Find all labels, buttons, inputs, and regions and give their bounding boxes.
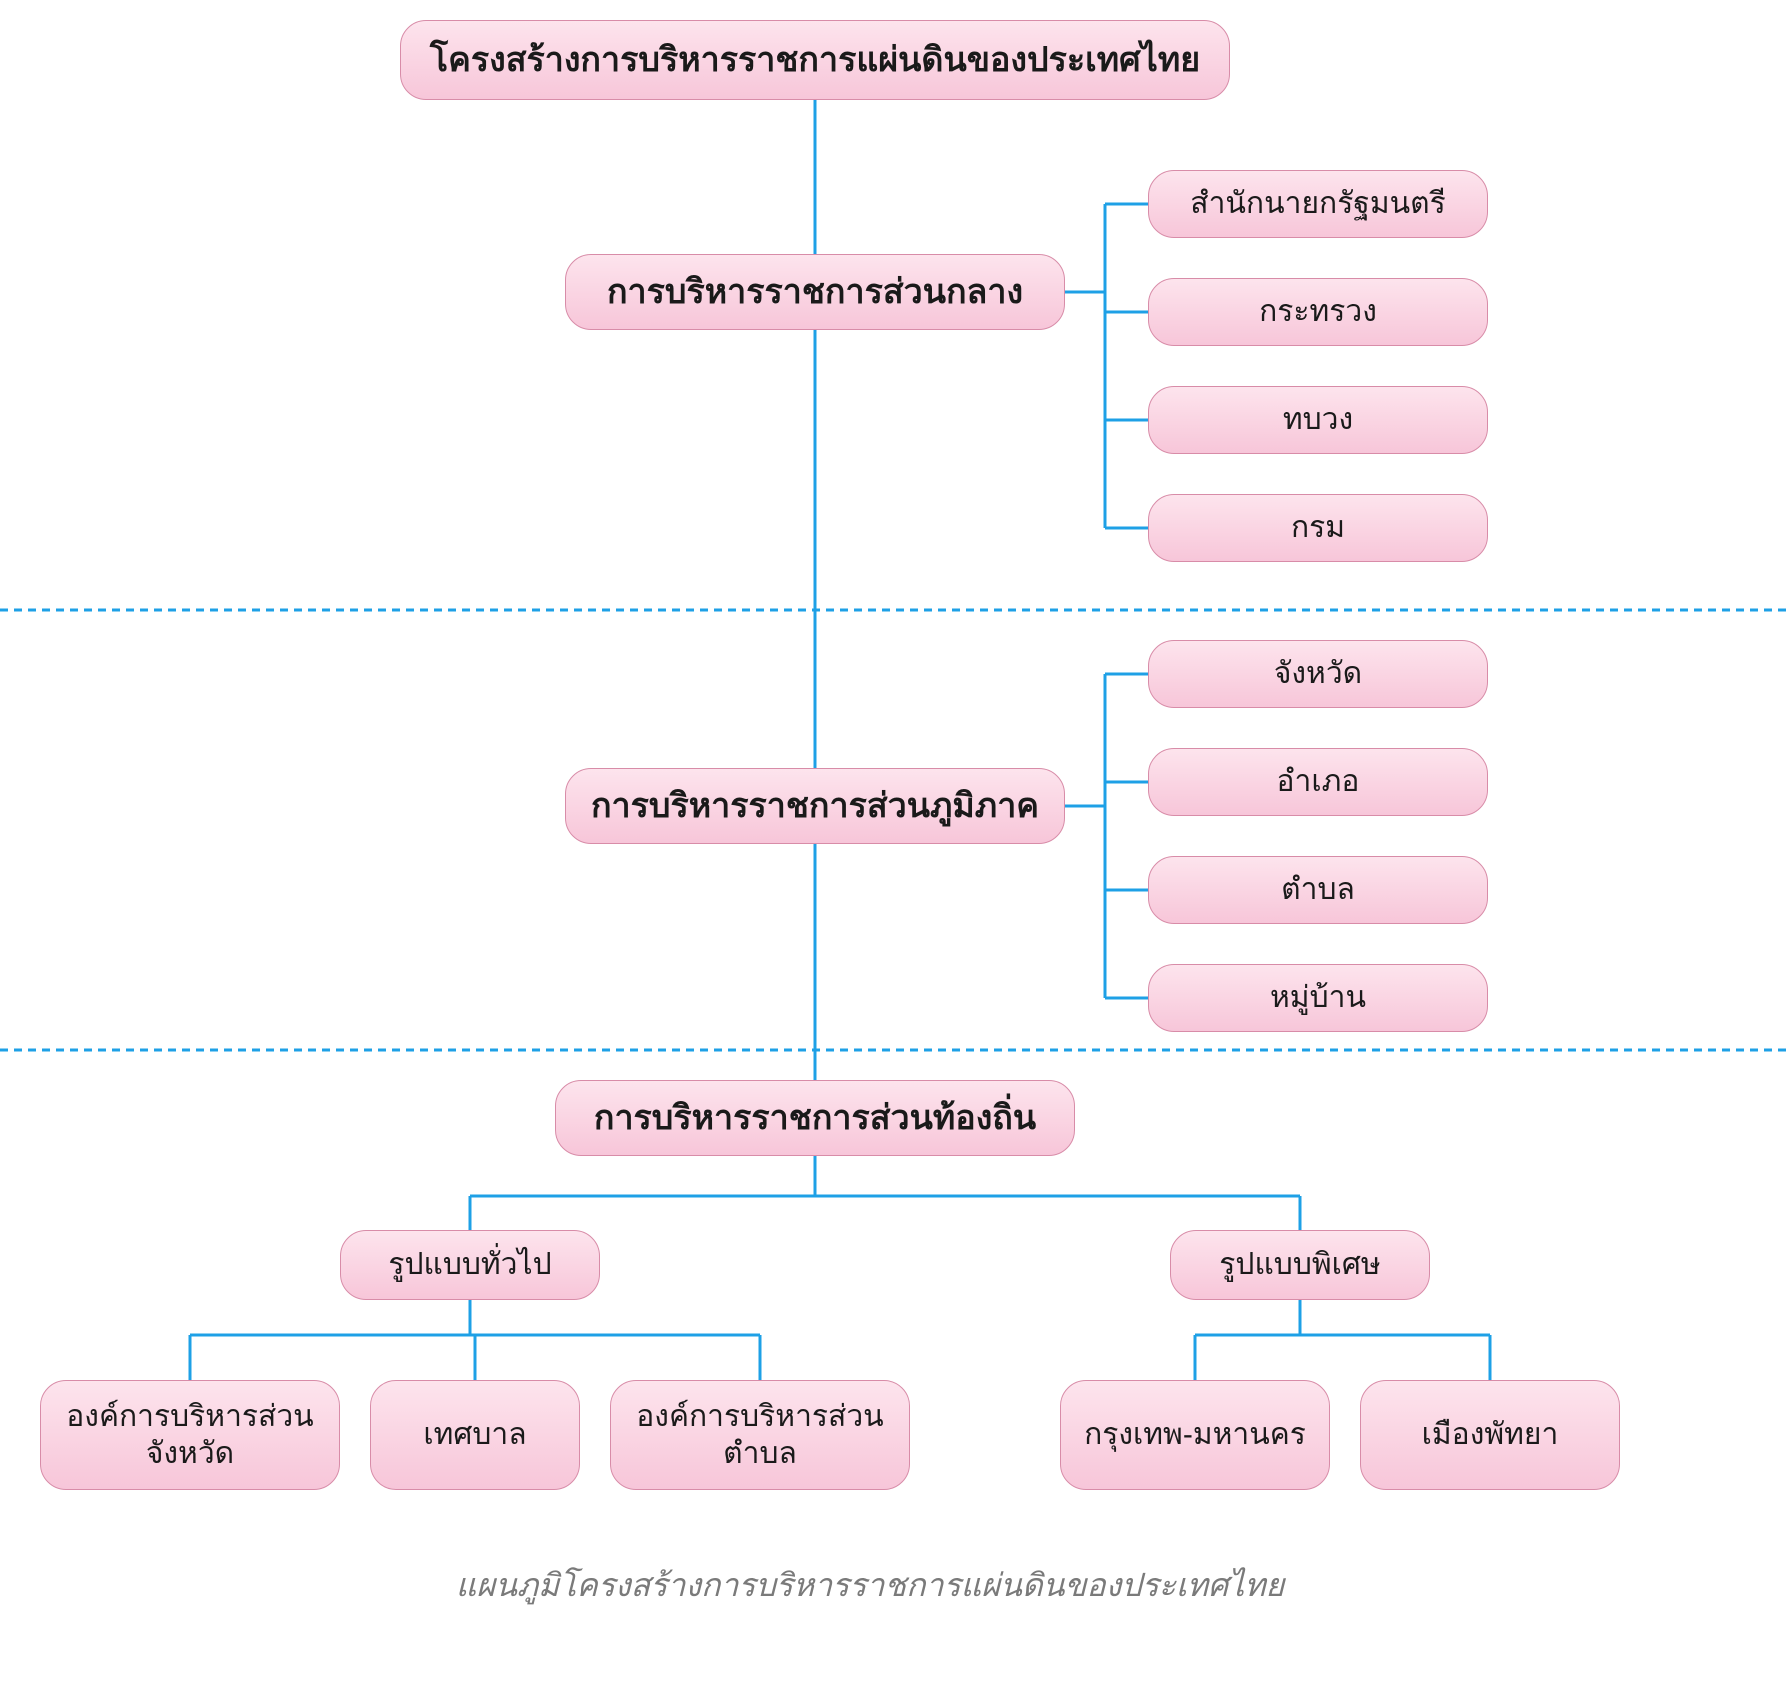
node-c4: กรม (1148, 494, 1488, 562)
node-g1: องค์การบริหารส่วนจังหวัด (40, 1380, 340, 1490)
node-s1: กรุงเทพ-มหานคร (1060, 1380, 1330, 1490)
node-r3: ตำบล (1148, 856, 1488, 924)
node-r1: จังหวัด (1148, 640, 1488, 708)
node-c1: สำนักนายกรัฐมนตรี (1148, 170, 1488, 238)
node-local: การบริหารราชการส่วนท้องถิ่น (555, 1080, 1075, 1156)
node-spec: รูปแบบพิเศษ (1170, 1230, 1430, 1300)
diagram-caption: แผนภูมิโครงสร้างการบริหารราชการแผ่นดินขอ… (370, 1560, 1370, 1611)
node-s2: เมืองพัทยา (1360, 1380, 1620, 1490)
node-region: การบริหารราชการส่วนภูมิภาค (565, 768, 1065, 844)
node-c2: กระทรวง (1148, 278, 1488, 346)
diagram-canvas: โครงสร้างการบริหารราชการแผ่นดินของประเทศ… (0, 0, 1788, 1681)
node-g3: องค์การบริหารส่วนตำบล (610, 1380, 910, 1490)
node-g2: เทศบาล (370, 1380, 580, 1490)
node-r2: อำเภอ (1148, 748, 1488, 816)
node-central: การบริหารราชการส่วนกลาง (565, 254, 1065, 330)
node-c3: ทบวง (1148, 386, 1488, 454)
node-gen: รูปแบบทั่วไป (340, 1230, 600, 1300)
node-r4: หมู่บ้าน (1148, 964, 1488, 1032)
node-root: โครงสร้างการบริหารราชการแผ่นดินของประเทศ… (400, 20, 1230, 100)
